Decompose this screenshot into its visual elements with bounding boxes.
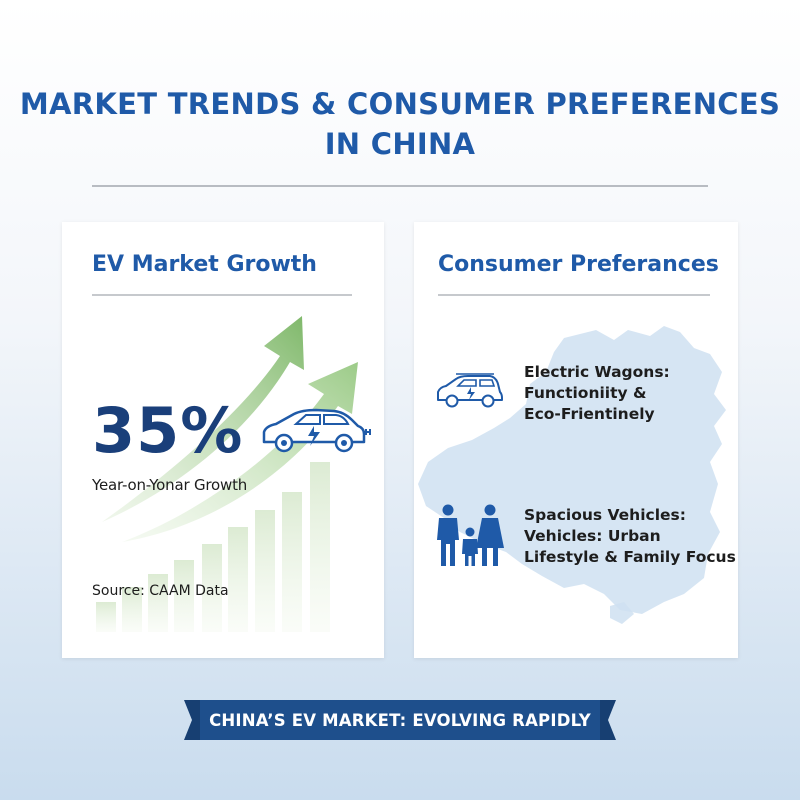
preference-item-electric-wagons: Electric Wagons: Functioniity & Eco-Frie…: [524, 362, 670, 425]
bar-chart-icon: [96, 462, 330, 632]
ev-market-growth-title: EV Market Growth: [92, 252, 317, 277]
growth-caption: Year-on-Yonar Growth: [92, 476, 248, 494]
consumer-preferences-card: Consumer Preferances Electric Wagons: Fu…: [414, 222, 738, 658]
china-map-icon: [418, 326, 726, 624]
preference-line: Functioniity &: [524, 384, 647, 402]
growth-arrow-icon: [102, 316, 358, 542]
preference-line: Vehicles: Urban: [524, 527, 661, 545]
growth-percentage: 35%: [92, 394, 244, 467]
bottom-banner: CHINA’S EV MARKET: EVOLVING RAPIDLY: [200, 700, 600, 740]
electric-car-plug-icon: [262, 408, 371, 453]
card-divider: [438, 294, 710, 296]
preference-line: Lifestyle & Family Focus: [524, 548, 736, 566]
preference-line: Spacious Vehicles:: [524, 506, 686, 524]
preference-item-spacious-vehicles: Spacious Vehicles: Vehicles: Urban Lifes…: [524, 505, 736, 568]
banner-ribbon-tail-left: [184, 700, 202, 740]
preference-line: Electric Wagons:: [524, 363, 670, 381]
consumer-preferences-title: Consumer Preferances: [438, 252, 719, 277]
family-icon: [437, 504, 504, 566]
card-divider: [92, 294, 352, 296]
page-title-line-2: IN CHINA: [324, 127, 476, 161]
electric-wagon-icon: [437, 373, 503, 408]
banner-ribbon-tail-right: [598, 700, 616, 740]
title-divider: [92, 185, 708, 187]
page-title-line-1: MARKET TRENDS & CONSUMER PREFERENCES: [19, 87, 781, 121]
source-note: Source: CAAM Data: [92, 583, 229, 599]
ev-market-growth-card: EV Market Growth 35% Year-on-Yonar Growt…: [62, 222, 384, 658]
growth-chart-illustration: [96, 316, 358, 632]
preference-line: Eco-Frientinely: [524, 405, 655, 423]
page-title: MARKET TRENDS & CONSUMER PREFERENCES IN …: [0, 84, 800, 164]
